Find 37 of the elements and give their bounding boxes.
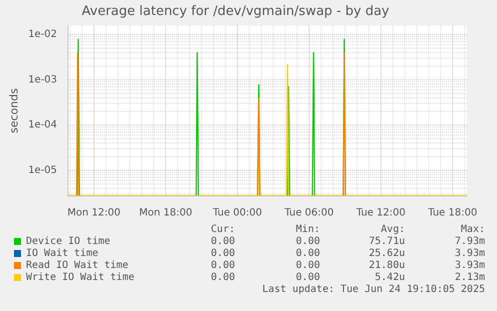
y-axis-title: seconds <box>7 88 20 134</box>
text: 0.00 <box>296 236 320 247</box>
x-tick-label: Tue 12:00 <box>355 208 406 219</box>
text: 21.80u <box>368 260 405 271</box>
text: 3.93m <box>454 248 485 259</box>
text: 25.62u <box>368 248 405 259</box>
y-tick-label: 1e-05 <box>28 164 58 176</box>
legend-label: Read IO Wait time <box>26 260 128 271</box>
text: 0.00 <box>296 272 320 283</box>
y-tick-label: 1e-04 <box>28 120 58 131</box>
x-tick-label: Tue 00:00 <box>212 208 262 219</box>
y-tick-label: 1e-02 <box>28 29 58 40</box>
text: Cur: <box>210 224 235 235</box>
x-tick-label: Tue 18:00 <box>427 208 478 219</box>
x-tick-label: Mon 18:00 <box>139 208 192 219</box>
text: 2.13m <box>454 272 485 283</box>
y-tick-label: 1e-03 <box>28 74 58 86</box>
text: 0.00 <box>210 248 235 259</box>
text: 7.93m <box>454 236 485 247</box>
legend-label: Device IO time <box>26 236 110 247</box>
text: 75.71u <box>368 236 405 247</box>
text: Max: <box>460 224 485 235</box>
x-tick-label: Mon 12:00 <box>67 208 120 219</box>
text: 0.00 <box>210 272 235 283</box>
x-tick-label: Tue 06:00 <box>284 208 334 219</box>
text: Last update: Tue Jun 24 19:10:05 2025 <box>262 284 485 295</box>
text: 0.00 <box>210 260 235 271</box>
chart-title: Average latency for /dev/vgmain/swap - by day <box>82 4 390 20</box>
text: 3.93m <box>454 260 485 271</box>
text: 0.00 <box>210 236 235 247</box>
text: 0.00 <box>296 260 320 271</box>
legend-label: IO Wait time <box>26 248 98 259</box>
text: 5.42u <box>374 272 405 283</box>
text: 0.00 <box>296 248 320 259</box>
legend-label: Write IO Wait time <box>26 272 134 283</box>
text: Avg: <box>380 224 405 235</box>
text: Min: <box>296 224 320 235</box>
